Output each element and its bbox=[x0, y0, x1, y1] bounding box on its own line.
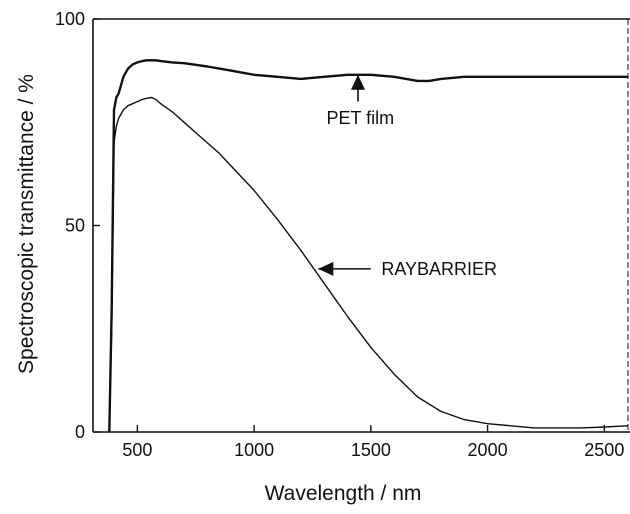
y-tick-label: 50 bbox=[65, 216, 85, 236]
x-tick-label: 2500 bbox=[584, 440, 624, 460]
y-axis-label: Spectroscopic transmittance / % bbox=[15, 74, 38, 374]
x-tick-label: 1000 bbox=[234, 440, 274, 460]
series-line bbox=[108, 59, 628, 433]
annotation-arrow-head bbox=[351, 74, 365, 90]
axes-layer: 500 1000 1500 2000 2500 0 50 100 bbox=[55, 9, 630, 460]
annotation-label: PET film bbox=[326, 108, 394, 128]
y-tick-label: 0 bbox=[75, 422, 85, 442]
x-tick-label: 500 bbox=[122, 440, 152, 460]
label-layer: Wavelength / nm Spectroscopic transmitta… bbox=[15, 74, 421, 505]
annotation-arrow-head bbox=[318, 261, 334, 276]
annotation-layer: PET film RAYBARRIER bbox=[318, 74, 497, 279]
series-line bbox=[108, 96, 628, 433]
series-layer bbox=[108, 59, 628, 433]
y-tick-label: 100 bbox=[55, 9, 85, 29]
x-tick-label: 1500 bbox=[351, 440, 391, 460]
x-tick-label: 2000 bbox=[468, 440, 508, 460]
x-axis-label: Wavelength / nm bbox=[265, 482, 422, 505]
annotation-label: RAYBARRIER bbox=[381, 259, 497, 279]
